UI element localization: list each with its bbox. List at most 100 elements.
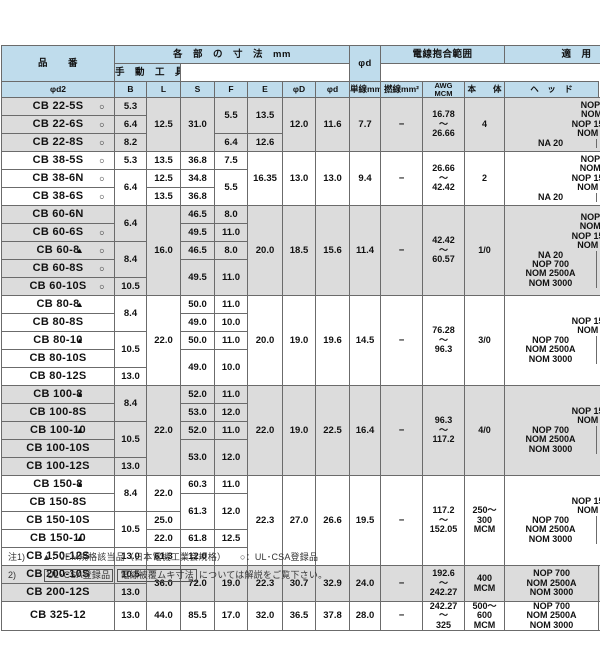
product-no-cell[interactable]: CB 60-8▲○ xyxy=(2,242,115,260)
e-cell: 12.0 xyxy=(283,98,316,152)
product-no-label: CB 150-10S xyxy=(26,514,90,526)
awg-mcm-cell: 4 xyxy=(465,98,505,152)
product-no-cell[interactable]: CB 100-8▲ xyxy=(2,386,115,404)
b-cell: 13.5 xyxy=(147,188,181,206)
awg-mcm-cell: 3/0 xyxy=(465,296,505,386)
phi-D-cell: 22.5 xyxy=(316,386,350,476)
stranded-wire-cell: 26.66～42.42 xyxy=(423,152,465,206)
f-cell: 12.6 xyxy=(248,134,283,152)
b-cell: 22.0 xyxy=(147,386,181,476)
product-no-cell[interactable]: CB 80-10▲ xyxy=(2,332,115,350)
l-cell: 36.8 xyxy=(181,152,215,170)
jem-mark-icon: ▲ xyxy=(76,336,84,344)
ul-csa-mark-icon: ○ xyxy=(99,246,105,255)
awg-mcm-cell: 4/0 xyxy=(465,386,505,476)
product-no-cell[interactable]: CB 80-8S xyxy=(2,314,115,332)
l-cell: 53.0 xyxy=(181,440,215,476)
phi-D-cell: 37.8 xyxy=(316,602,350,631)
f-cell: 20.0 xyxy=(248,206,283,296)
s-cell: 11.0 xyxy=(215,476,248,494)
phi-D-cell: 19.6 xyxy=(316,296,350,386)
product-no-cell[interactable]: CB 60-6N xyxy=(2,206,115,224)
header-manual-tools: 手 動 工 具 xyxy=(115,64,181,82)
product-no-cell[interactable]: CB 100-10▲ xyxy=(2,422,115,440)
footnote-plain-text: ▲：JEM規格該当品（日本電機工業会規格） ○：UL･CSA登録品 xyxy=(42,552,318,562)
header-dimensions-group: 各 部 の 寸 法 mm xyxy=(115,46,350,64)
stranded-wire-cell: 16.78～26.66 xyxy=(423,98,465,152)
product-no-cell[interactable]: CB 100-12S xyxy=(2,458,115,476)
l-cell: 34.8 xyxy=(181,170,215,188)
phi-d2-cell: 10.5 xyxy=(115,422,147,458)
product-no-label: CB 80-10S xyxy=(29,352,86,364)
phi-d2-cell: 5.3 xyxy=(115,98,147,116)
footnote-plain-text: については解説をご覧下さい。 xyxy=(199,570,327,580)
product-no-cell[interactable]: CB 80-8▲ xyxy=(2,296,115,314)
phi-d-cell: 9.4 xyxy=(350,152,381,206)
product-no-cell[interactable]: CB 150-10▲ xyxy=(2,530,115,548)
product-no-label: CB 60-6S xyxy=(33,226,84,238)
product-no-label: CB 80-12S xyxy=(29,370,86,382)
ul-csa-mark-icon: ○ xyxy=(99,156,105,165)
l-cell: 60.3 xyxy=(181,476,215,494)
s-cell: 5.5 xyxy=(215,98,248,134)
phi-d2-cell: 13.0 xyxy=(115,602,147,631)
product-no-label: CB 60-10S xyxy=(29,280,86,292)
product-no-label: CB 100-10S xyxy=(26,442,90,454)
tool-split: NA 20N20 22 xyxy=(505,139,600,148)
product-no-cell[interactable]: CB 60-8S○ xyxy=(2,260,115,278)
product-no-cell[interactable]: CB 150-8▲ xyxy=(2,476,115,494)
tool-common-list: NOP 60NOM 60NOP 150HANOM 150 xyxy=(505,213,600,251)
product-no-cell[interactable]: CB 60-10S○ xyxy=(2,278,115,296)
product-no-cell[interactable]: CB 150-10S xyxy=(2,512,115,530)
header-col-single-mm: 単線mm xyxy=(350,82,381,98)
single-wire-cell: − xyxy=(381,152,423,206)
product-no-cell[interactable]: CB 80-10S xyxy=(2,350,115,368)
b-cell: 16.0 xyxy=(147,206,181,296)
product-no-cell[interactable]: CB 100-10S xyxy=(2,440,115,458)
ul-csa-mark-icon: ○ xyxy=(99,264,105,273)
product-no-label: CB 38-6N xyxy=(32,172,83,184)
single-wire-cell: − xyxy=(381,98,423,152)
f-cell: 16.35 xyxy=(248,152,283,206)
s-cell: 6.4 xyxy=(215,134,248,152)
product-no-cell[interactable]: CB 325-12 xyxy=(2,602,115,631)
product-no-label: CB 200-12S xyxy=(26,586,90,598)
ul-csa-mark-icon: ○ xyxy=(99,102,105,111)
footnote-label: 注1) xyxy=(8,550,42,563)
stranded-wire-cell: 96.3～117.2 xyxy=(423,386,465,476)
product-no-cell[interactable]: CB 38-6N○ xyxy=(2,170,115,188)
product-no-label: CB 150-8S xyxy=(29,496,86,508)
product-no-cell[interactable]: CB 38-5S ○ xyxy=(2,152,115,170)
phi-d2-cell: 6.4 xyxy=(115,170,147,206)
product-no-cell[interactable]: CB 22-5S○ xyxy=(2,98,115,116)
s-cell: 12.0 xyxy=(215,494,248,530)
header-product-no: 品 番 xyxy=(2,46,115,82)
product-no-cell[interactable]: CB 80-12S xyxy=(2,368,115,386)
product-no-label: CB 38-5S xyxy=(33,154,84,166)
footnote-1: 注1)▲：JEM規格該当品（日本電機工業会規格） ○：UL･CSA登録品 xyxy=(0,550,600,563)
phi-D-cell: 11.6 xyxy=(316,98,350,152)
product-no-cell[interactable]: CB 22-8S○ xyxy=(2,134,115,152)
product-no-label: CB 100-12S xyxy=(26,460,90,472)
awg-mcm-cell: 1/0 xyxy=(465,206,505,296)
ul-csa-mark-icon: ○ xyxy=(99,192,105,201)
product-no-cell[interactable]: CB 22-6S○ xyxy=(2,116,115,134)
product-no-cell[interactable]: CB 38-6S○ xyxy=(2,188,115,206)
s-cell: 11.0 xyxy=(215,260,248,296)
product-no-cell[interactable]: CB 150-8S xyxy=(2,494,115,512)
s-cell: 12.0 xyxy=(215,404,248,422)
product-no-cell[interactable]: CB 100-8S xyxy=(2,404,115,422)
single-wire-cell: − xyxy=(381,386,423,476)
single-wire-cell: − xyxy=(381,602,423,631)
product-no-cell[interactable]: CB 60-6S○ xyxy=(2,224,115,242)
